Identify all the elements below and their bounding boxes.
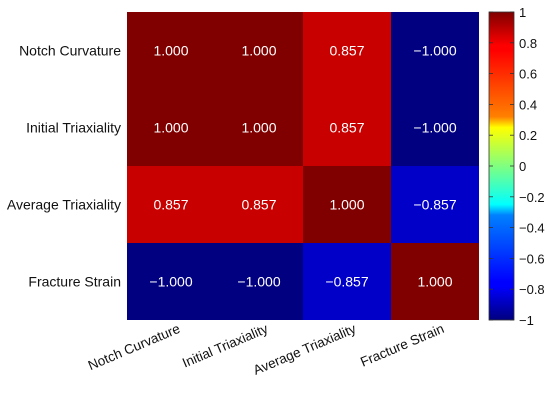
cell-value-label: 1.000 <box>329 197 364 213</box>
colorbar-tick-label: 0.8 <box>519 36 537 51</box>
heatmap-cell <box>215 12 303 89</box>
heatmap-cell <box>303 166 391 243</box>
heatmap-cell <box>215 89 303 166</box>
cell-value-label: 0.857 <box>153 197 188 213</box>
heatmap-cell <box>127 89 215 166</box>
heatmap-cell <box>215 166 303 243</box>
cell-value-label: 0.857 <box>329 43 364 59</box>
cell-value-label: 1.000 <box>417 274 452 290</box>
row-label: Notch Curvature <box>19 43 121 59</box>
cell-value-label: 1.000 <box>153 120 188 136</box>
cell-value-label: 0.857 <box>241 197 276 213</box>
heatmap-cell <box>391 89 479 166</box>
heatmap-cell <box>127 166 215 243</box>
cell-value-label: 1.000 <box>153 43 188 59</box>
cell-value-label: −1.000 <box>413 120 456 136</box>
cell-value-label: −0.857 <box>413 197 456 213</box>
colorbar-tick-label: −0.6 <box>519 251 545 266</box>
row-label: Fracture Strain <box>28 274 121 290</box>
colorbar-tick-label: 1 <box>519 5 526 20</box>
colorbar-tick-label: −0.4 <box>519 221 545 236</box>
cell-value-label: 1.000 <box>241 120 276 136</box>
colorbar-tick-label: 0.6 <box>519 67 537 82</box>
heatmap-cell <box>127 12 215 89</box>
heatmap-cell <box>127 243 215 320</box>
colorbar-tick-label: −1 <box>519 313 534 328</box>
heatmap-cell <box>391 243 479 320</box>
colorbar-tick-label: 0.2 <box>519 128 537 143</box>
heatmap-cell <box>303 12 391 89</box>
colorbar-tick-label: 0.4 <box>519 97 537 112</box>
heatmap-cell <box>391 12 479 89</box>
column-label: Fracture Strain <box>358 321 446 370</box>
heatmap-cell <box>303 89 391 166</box>
heatmap-cell <box>303 243 391 320</box>
row-labels: Notch Curvature Initial Triaxiality Averag… <box>7 43 121 290</box>
cell-value-label: 1.000 <box>241 43 276 59</box>
heatmap-cell-labels: 1.000 1.000 0.857 −1.000 1.000 1.000 0.857 −1.0… <box>149 43 456 290</box>
colorbar-tick-label: −0.2 <box>519 190 545 205</box>
cell-value-label: −0.857 <box>325 274 368 290</box>
colorbar-tick-label: −0.8 <box>519 282 545 297</box>
colorbar-ticks: 1 0.8 0.6 0.4 0.2 0 −0.2 −0.4 −0.6 −0.8 −1 <box>489 5 545 328</box>
heatmap-cell <box>391 166 479 243</box>
row-label: Average Triaxiality <box>7 197 121 213</box>
cell-value-label: −1.000 <box>149 274 192 290</box>
cell-value-label: −1.000 <box>237 274 280 290</box>
cell-value-label: 0.857 <box>329 120 364 136</box>
colorbar-tick-label: 0 <box>519 159 526 174</box>
row-label: Initial Triaxiality <box>26 120 121 136</box>
cell-value-label: −1.000 <box>413 43 456 59</box>
heatmap-cell <box>215 243 303 320</box>
column-label: Notch Curvature <box>86 321 182 373</box>
heatmap-cells <box>127 12 479 320</box>
